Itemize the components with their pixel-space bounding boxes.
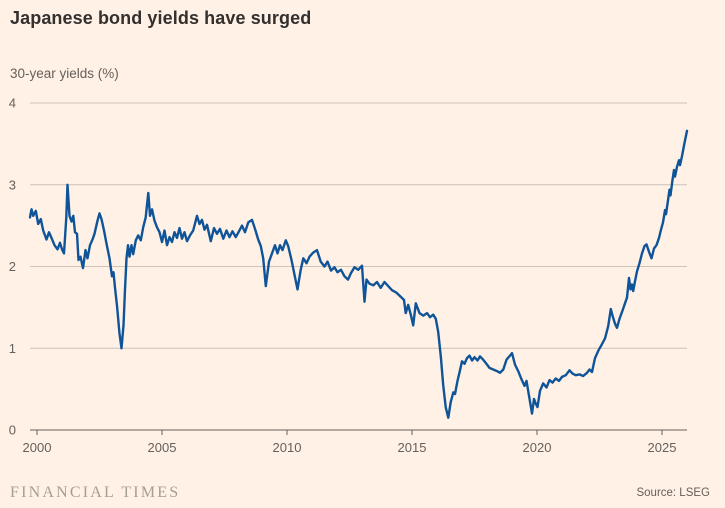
y-tick-label: 1 xyxy=(9,341,16,356)
gridlines-group xyxy=(30,102,687,349)
y-tick-label: 2 xyxy=(9,259,16,274)
x-tick-label: 2010 xyxy=(273,440,302,455)
tick-labels-group: 0 1 2 3 4 2000 2005 2010 2015 2020 2025 xyxy=(9,96,677,456)
y-tick-label: 3 xyxy=(9,177,16,192)
x-tick-label: 2015 xyxy=(398,440,427,455)
x-tick-label: 2020 xyxy=(523,440,552,455)
source-credit: Source: LSEG xyxy=(636,487,710,499)
chart-subtitle-y-axis-units: 30-year yields (%) xyxy=(10,66,119,81)
y-tick-label: 4 xyxy=(9,96,16,111)
x-tick-label: 2005 xyxy=(148,440,177,455)
axis-group xyxy=(30,429,687,435)
financial-times-wordmark: FINANCIAL TIMES xyxy=(10,484,181,501)
x-tick-label: 2025 xyxy=(648,440,677,455)
series-group xyxy=(28,129,689,419)
y-tick-label: 0 xyxy=(9,423,16,438)
x-tick-label: 2000 xyxy=(23,440,52,455)
yield-series-line xyxy=(28,129,689,419)
chart-title: Japanese bond yields have surged xyxy=(10,8,312,28)
